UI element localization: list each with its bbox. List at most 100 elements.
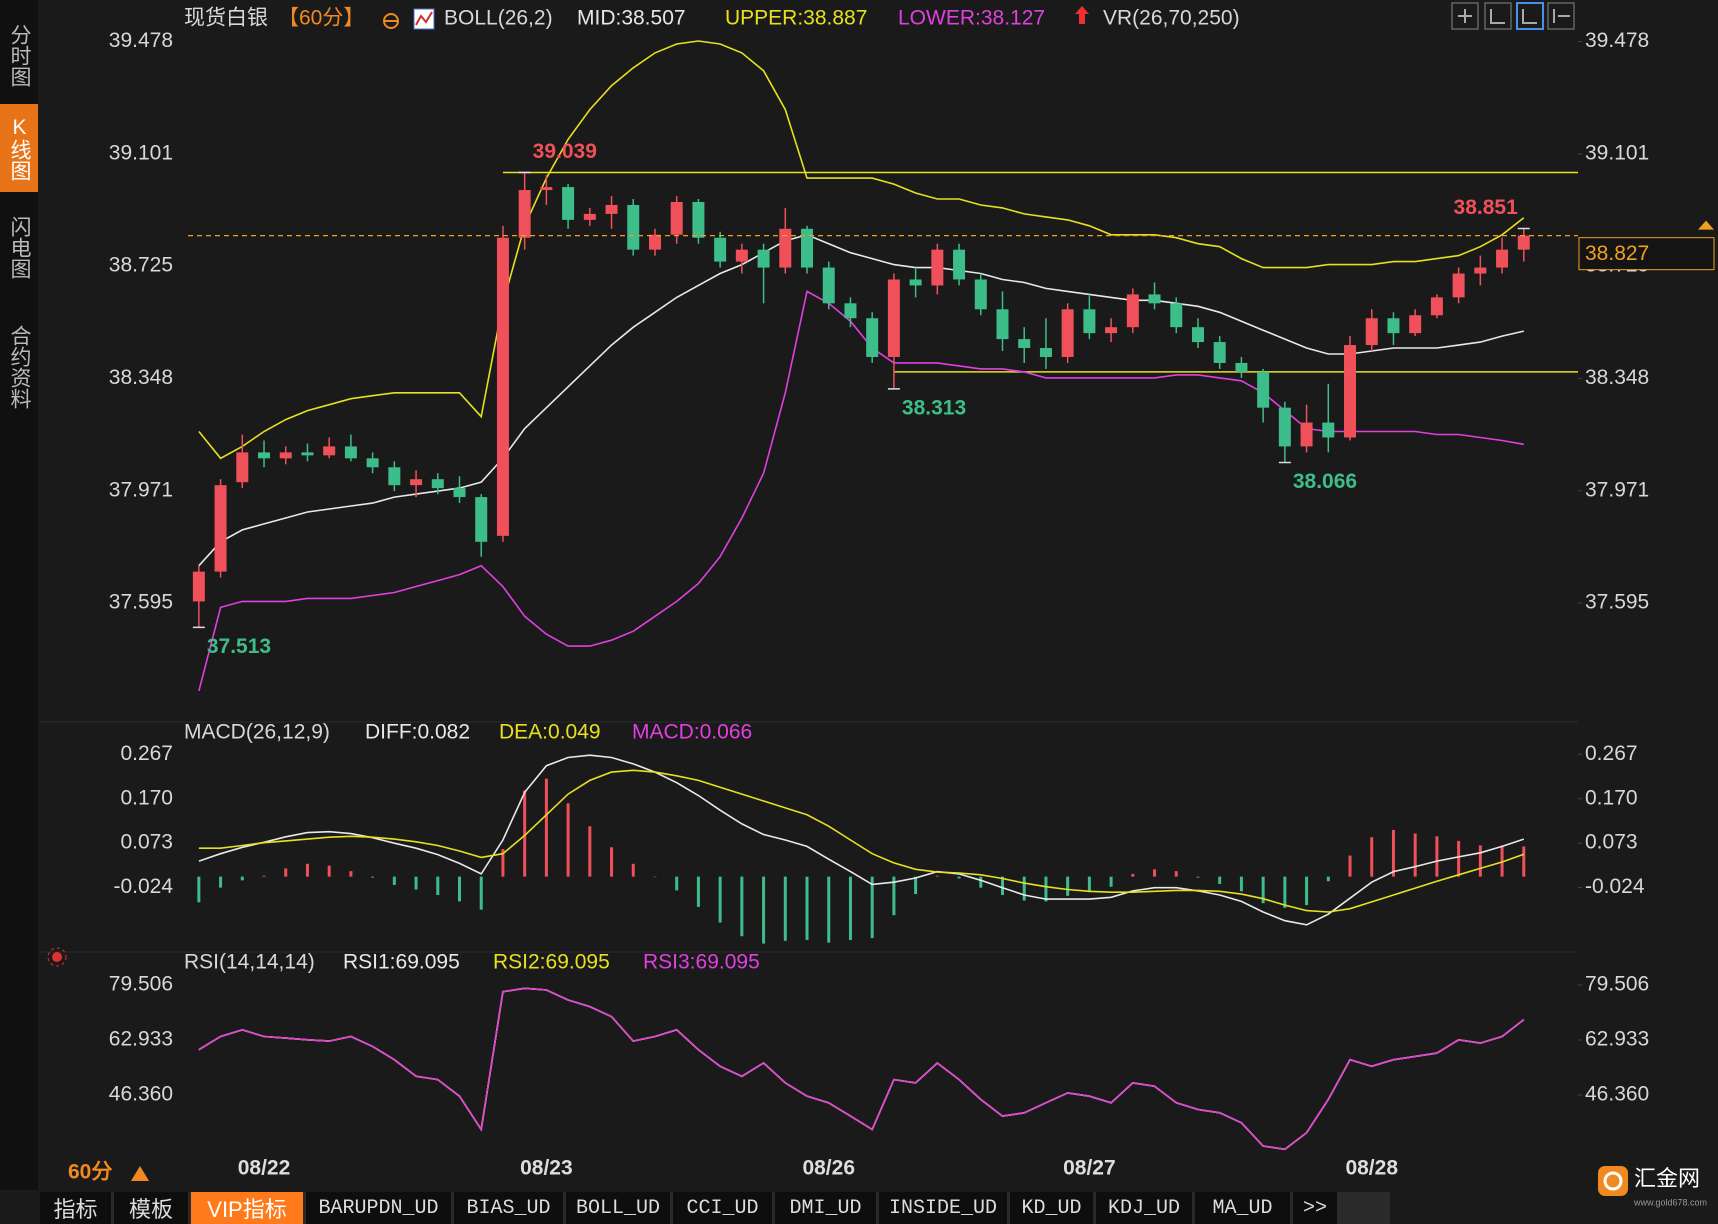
x-tick-label: 08/23	[520, 1157, 573, 1180]
layout-icon[interactable]	[1547, 2, 1575, 30]
indicator-name: BOLL(26,2)	[444, 7, 553, 30]
series-line	[198, 40, 1525, 460]
layout-icon[interactable]	[1516, 2, 1544, 30]
candle-body	[1278, 407, 1291, 447]
y-tick-label: 39.101	[109, 142, 173, 165]
candle-body	[1409, 315, 1422, 334]
y-tick-label-right: 0.170	[1585, 786, 1638, 809]
candle-body	[366, 458, 379, 468]
candle-body	[1474, 267, 1487, 274]
y-tick-label-right: 37.595	[1585, 590, 1649, 613]
candle-body	[1170, 303, 1183, 328]
logo-icon	[1603, 1171, 1623, 1191]
macd-bar	[805, 876, 809, 940]
macd-bar	[523, 790, 527, 877]
bottom-tab[interactable]: INSIDE_UD	[879, 1192, 1007, 1224]
bottom-tab[interactable]: BOLL_UD	[566, 1192, 670, 1224]
extreme-label: 38.313	[902, 396, 966, 419]
side-tab[interactable]: K线图	[0, 104, 38, 192]
macd-bar	[1283, 876, 1287, 908]
y-tick-label: 37.971	[109, 478, 173, 501]
macd-bar	[544, 778, 548, 877]
side-tabs: 分时图 K线图闪电图合约资料	[0, 0, 38, 1190]
legend-entry: LOWER:38.127	[898, 7, 1045, 30]
settings-icon[interactable]	[52, 952, 62, 962]
candle-body	[214, 485, 227, 572]
macd-bar	[1478, 845, 1482, 877]
y-tick-label-right: 38.348	[1585, 366, 1649, 389]
candle-body	[1213, 342, 1226, 363]
bottom-tab[interactable]: MA_UD	[1195, 1192, 1290, 1224]
y-tick-label: 37.595	[109, 590, 173, 613]
period-label[interactable]: 60分	[68, 1161, 112, 1184]
extra-indicator: VR(26,70,250)	[1103, 7, 1240, 30]
layout-icon[interactable]	[1484, 2, 1512, 30]
y-tick-label: 39.478	[109, 29, 173, 52]
candle-body	[670, 201, 683, 235]
side-tab[interactable]: 闪电图	[8, 215, 31, 279]
macd-bar	[870, 876, 874, 939]
period[interactable]: 【60分】	[278, 7, 364, 30]
y-tick-label-right: 0.267	[1585, 742, 1638, 765]
y-tick-label: -0.024	[113, 875, 173, 898]
candle-body	[1365, 318, 1378, 346]
candle-body	[1322, 422, 1335, 438]
macd-bar	[479, 876, 483, 910]
bottom-tab[interactable]: DMI_UD	[775, 1192, 876, 1224]
candle-body	[714, 237, 727, 262]
candle-body	[453, 488, 466, 498]
side-tab[interactable]: 合约资料	[8, 325, 31, 409]
bottom-tab[interactable]: 指标	[40, 1192, 111, 1224]
macd-bar	[566, 803, 570, 877]
bottom-tab[interactable]: BARUPDN_UD	[306, 1192, 451, 1224]
candle-body	[1061, 309, 1074, 357]
candle-body	[562, 187, 575, 220]
last-price-box	[1578, 237, 1715, 271]
macd-bar	[957, 876, 961, 879]
bottom-tab[interactable]: CCI_UD	[673, 1192, 772, 1224]
macd-bar	[1261, 876, 1265, 904]
macd-bar	[1001, 876, 1004, 895]
macd-bar	[436, 876, 440, 895]
extreme-label: 38.851	[1454, 196, 1519, 219]
macd-bar	[1435, 836, 1439, 877]
candle-body	[1257, 371, 1270, 408]
logo-text: 汇金网	[1634, 1166, 1700, 1191]
period-control[interactable]: 60分	[68, 1161, 149, 1184]
legend-entry: RSI2:69.095	[493, 951, 610, 974]
macd-bar	[327, 865, 331, 877]
side-tab[interactable]: 分时图	[8, 23, 31, 87]
macd-header: MACD(26,12,9) DIFF:0.082 DEA:0.049 MACD:…	[184, 721, 752, 744]
bottom-tab[interactable]: VIP指标	[191, 1192, 303, 1224]
macd-bar	[1348, 855, 1352, 877]
x-tick-label: 08/22	[238, 1157, 291, 1180]
y-tick-label-right: 62.933	[1585, 1028, 1649, 1051]
y-tick-label-right: 0.073	[1585, 831, 1638, 854]
series-line	[198, 987, 1525, 1151]
macd-bar	[675, 876, 679, 891]
period-arrow[interactable]	[131, 1166, 149, 1181]
logo-url: www.gold678.com	[1633, 1197, 1707, 1207]
legend-entry: UPPER:38.887	[725, 7, 867, 30]
header: 现货白银 【60分】 BOLL(26,2) MID:38.507 UPPER:3…	[184, 2, 1575, 30]
macd-bar	[501, 849, 505, 877]
bottom-tab[interactable]: KD_UD	[1010, 1192, 1093, 1224]
legend-entry: RSI1:69.095	[343, 951, 460, 974]
macd-bar	[1500, 845, 1504, 877]
bottom-tab[interactable]: >>	[1293, 1192, 1337, 1224]
bottom-tab[interactable]: KDJ_UD	[1096, 1192, 1192, 1224]
bottom-tab[interactable]: 模板	[114, 1192, 188, 1224]
layout-icon[interactable]	[1451, 2, 1479, 30]
macd-bar	[610, 847, 614, 877]
candle-body	[1039, 348, 1052, 357]
legend-entry: RSI3:69.095	[643, 951, 760, 974]
up-arrow-icon	[1075, 6, 1089, 24]
y-tick-label: 79.506	[109, 973, 173, 996]
macd-bar	[762, 876, 766, 944]
macd-bar	[392, 876, 396, 885]
candle-body	[1105, 327, 1118, 334]
logo-icon	[1598, 1166, 1628, 1196]
macd-bar	[1153, 869, 1157, 877]
bottom-tab[interactable]: BIAS_UD	[454, 1192, 563, 1224]
